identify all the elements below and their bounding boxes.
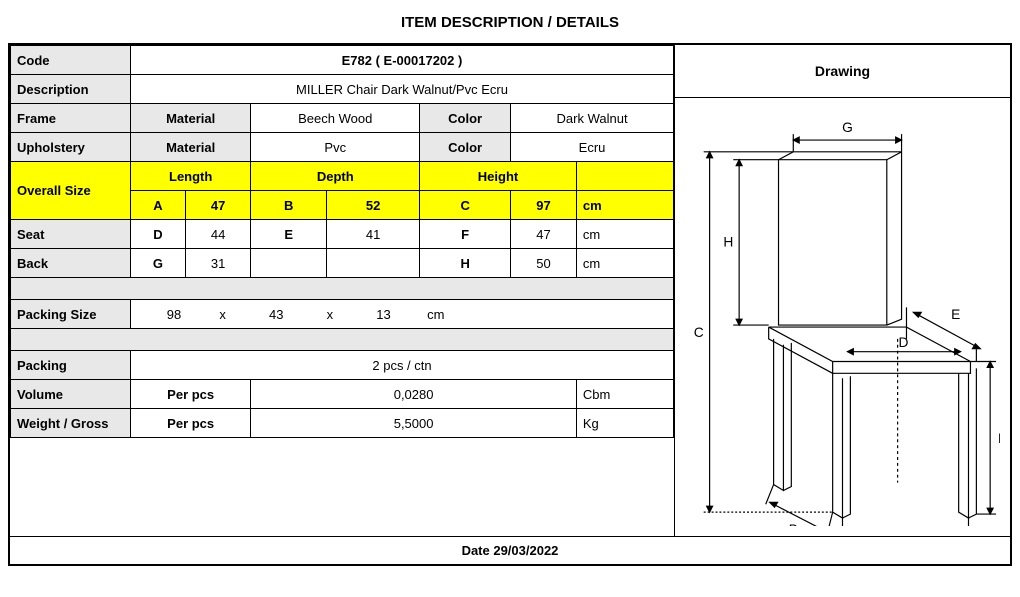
date-row: Date 29/03/2022 [10, 536, 1010, 564]
volume-label: Volume [11, 380, 131, 409]
seat-unit: cm [576, 220, 673, 249]
svg-text:C: C [694, 325, 704, 340]
seat-e-label: E [251, 220, 327, 249]
weight-value: 5,5000 [251, 409, 577, 438]
seat-d-label: D [131, 220, 186, 249]
frame-color-label: Color [420, 104, 511, 133]
row-volume: Volume Per pcs 0,0280 Cbm [11, 380, 674, 409]
overall-a-value: 47 [185, 191, 250, 220]
row-seat: Seat D 44 E 41 F 47 cm [11, 220, 674, 249]
upholstery-color-value: Ecru [511, 133, 674, 162]
svg-text:G: G [842, 120, 853, 135]
seat-f-value: 47 [511, 220, 577, 249]
row-blank-2 [11, 329, 674, 351]
overall-label: Overall Size [11, 162, 131, 220]
row-upholstery: Upholstery Material Pvc Color Ecru [11, 133, 674, 162]
spec-table: Code E782 ( E-00017202 ) Description MIL… [10, 45, 674, 438]
svg-text:H: H [723, 234, 733, 249]
overall-length-label: Length [131, 162, 251, 191]
weight-label: Weight / Gross [11, 409, 131, 438]
back-g-label: G [131, 249, 186, 278]
frame-material-label: Material [131, 104, 251, 133]
code-label: Code [11, 46, 131, 75]
overall-b-value: 52 [327, 191, 420, 220]
back-h-label: H [420, 249, 511, 278]
description-value: MILLER Chair Dark Walnut/Pvc Ecru [131, 75, 674, 104]
overall-unit: cm [576, 191, 673, 220]
row-overall-header: Overall Size Length Depth Height [11, 162, 674, 191]
overall-depth-label: Depth [251, 162, 420, 191]
upholstery-material-label: Material [131, 133, 251, 162]
svg-text:F: F [998, 431, 1000, 446]
packing-value: 2 pcs / ctn [131, 351, 674, 380]
row-blank-1 [11, 278, 674, 300]
row-packing-size: Packing Size 98 x 43 x 13 cm [11, 300, 674, 329]
back-unit: cm [576, 249, 673, 278]
row-weight: Weight / Gross Per pcs 5,5000 Kg [11, 409, 674, 438]
drawing-column: Drawing [675, 45, 1010, 536]
svg-text:D: D [899, 335, 909, 350]
code-value: E782 ( E-00017202 ) [131, 46, 674, 75]
seat-d-value: 44 [185, 220, 250, 249]
svg-text:B: B [789, 522, 798, 527]
packing-label: Packing [11, 351, 131, 380]
back-g-value: 31 [185, 249, 250, 278]
seat-label: Seat [11, 220, 131, 249]
upholstery-color-label: Color [420, 133, 511, 162]
overall-height-label: Height [420, 162, 577, 191]
row-code: Code E782 ( E-00017202 ) [11, 46, 674, 75]
volume-per: Per pcs [131, 380, 251, 409]
spec-sheet: Code E782 ( E-00017202 ) Description MIL… [8, 43, 1012, 566]
overall-blank [576, 162, 673, 191]
overall-c-label: C [420, 191, 511, 220]
drawing-body: G H C F E D B A [675, 98, 1010, 536]
packing-size-value: 98 x 43 x 13 cm [131, 300, 674, 329]
frame-label: Frame [11, 104, 131, 133]
drawing-header: Drawing [675, 45, 1010, 98]
weight-unit: Kg [576, 409, 673, 438]
page-title: ITEM DESCRIPTION / DETAILS [8, 14, 1012, 31]
overall-c-value: 97 [511, 191, 577, 220]
svg-text:E: E [951, 307, 960, 322]
upholstery-material-value: Pvc [251, 133, 420, 162]
overall-b-label: B [251, 191, 327, 220]
seat-f-label: F [420, 220, 511, 249]
upholstery-label: Upholstery [11, 133, 131, 162]
row-packing: Packing 2 pcs / ctn [11, 351, 674, 380]
back-blank1 [251, 249, 327, 278]
packing-size-label: Packing Size [11, 300, 131, 329]
overall-a-label: A [131, 191, 186, 220]
back-label: Back [11, 249, 131, 278]
volume-unit: Cbm [576, 380, 673, 409]
row-description: Description MILLER Chair Dark Walnut/Pvc… [11, 75, 674, 104]
description-label: Description [11, 75, 131, 104]
frame-material-value: Beech Wood [251, 104, 420, 133]
volume-value: 0,0280 [251, 380, 577, 409]
seat-e-value: 41 [327, 220, 420, 249]
chair-drawing-icon: G H C F E D B A [685, 108, 1000, 526]
back-h-value: 50 [511, 249, 577, 278]
spec-table-container: Code E782 ( E-00017202 ) Description MIL… [10, 45, 675, 536]
back-blank2 [327, 249, 420, 278]
row-back: Back G 31 H 50 cm [11, 249, 674, 278]
row-frame: Frame Material Beech Wood Color Dark Wal… [11, 104, 674, 133]
weight-per: Per pcs [131, 409, 251, 438]
frame-color-value: Dark Walnut [511, 104, 674, 133]
